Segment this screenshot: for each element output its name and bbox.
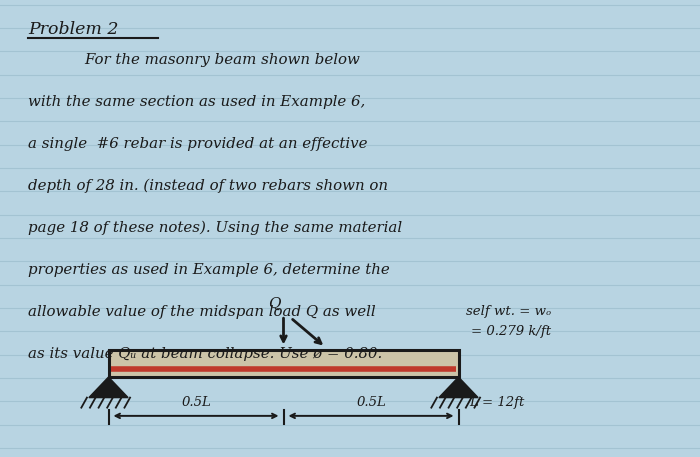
Text: = 0.279 k/ft: = 0.279 k/ft xyxy=(471,325,551,338)
Text: 0.5L: 0.5L xyxy=(356,396,386,409)
Text: a single  #6 rebar is provided at an effective: a single #6 rebar is provided at an effe… xyxy=(28,137,368,151)
Polygon shape xyxy=(439,377,478,398)
Text: self wt. = wₒ: self wt. = wₒ xyxy=(466,305,551,318)
Text: page 18 of these notes). Using the same material: page 18 of these notes). Using the same … xyxy=(28,221,402,235)
Text: depth of 28 in. (instead of two rebars shown on: depth of 28 in. (instead of two rebars s… xyxy=(28,179,388,193)
Text: 0.5L: 0.5L xyxy=(181,396,211,409)
Text: For the masonry beam shown below: For the masonry beam shown below xyxy=(28,53,360,67)
Text: L = 12ft: L = 12ft xyxy=(469,396,524,409)
Text: as its value Qᵤ at beam collapse. Use ø = 0.80.: as its value Qᵤ at beam collapse. Use ø … xyxy=(28,347,382,361)
Text: allowable value of the midspan load Q as well: allowable value of the midspan load Q as… xyxy=(28,305,376,319)
Text: with the same section as used in Example 6,: with the same section as used in Example… xyxy=(28,95,365,109)
Bar xyxy=(108,350,458,377)
Text: Problem 2: Problem 2 xyxy=(28,21,118,37)
Text: Q: Q xyxy=(268,297,281,311)
Polygon shape xyxy=(89,377,128,398)
Text: properties as used in Example 6, determine the: properties as used in Example 6, determi… xyxy=(28,263,390,277)
